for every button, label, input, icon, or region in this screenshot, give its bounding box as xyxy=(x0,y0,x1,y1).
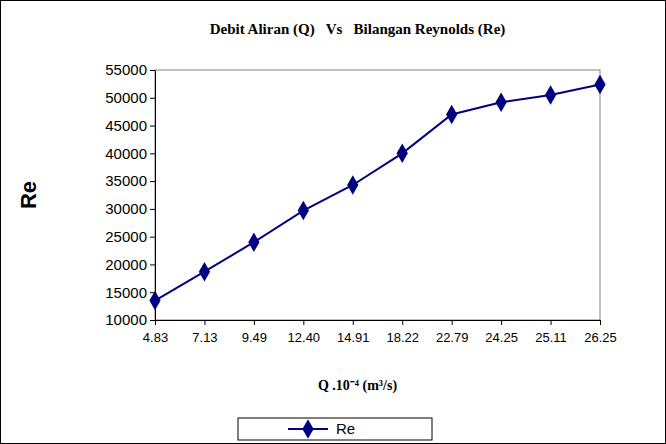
plot-marks xyxy=(149,75,605,311)
x-tick-label: 7.13 xyxy=(192,330,217,345)
y-axis-title: Re xyxy=(16,181,41,209)
y-tick-label: 30000 xyxy=(105,200,147,217)
legend-marker xyxy=(302,419,313,439)
x-tick: 18.22 xyxy=(386,320,419,345)
x-axis: 4.83 7.13 9.49 12.40 14.91 18.22 22.79 24.25 25.… xyxy=(143,320,617,345)
chart-frame xyxy=(1,1,666,444)
x-tick-label: 4.83 xyxy=(143,330,168,345)
series-line xyxy=(155,84,600,300)
x-axis-line xyxy=(156,320,601,321)
x-tick-mark xyxy=(452,320,453,325)
x-tick: 24.25 xyxy=(485,320,518,345)
y-tick-label: 40000 xyxy=(105,145,147,162)
x-axis-title: Q .10⁻⁴ (m³/s) xyxy=(318,378,397,394)
x-tick-mark xyxy=(551,320,552,325)
x-tick: 12.40 xyxy=(288,320,321,345)
x-tick: 9.49 xyxy=(242,320,267,345)
x-tick-mark xyxy=(254,320,255,325)
y-tick-mark xyxy=(150,264,155,265)
y-tick: 40000 xyxy=(105,145,155,162)
y-tick-label: 20000 xyxy=(105,256,147,273)
y-axis: 10000 15000 20000 25000 30000 35000 40000 45000… xyxy=(105,61,155,328)
y-tick-mark xyxy=(150,153,155,154)
x-tick-label: 12.40 xyxy=(288,330,321,345)
series-marker xyxy=(149,291,160,311)
x-tick-mark xyxy=(303,320,304,325)
series-marker xyxy=(495,92,506,112)
series-marker xyxy=(347,175,358,195)
y-tick-mark xyxy=(150,237,155,238)
legend-label: Re xyxy=(336,420,355,437)
y-axis-line xyxy=(155,71,156,321)
x-tick: 14.91 xyxy=(337,320,370,345)
chart: Debit Aliran (Q) Vs Bilangan Reynolds (R… xyxy=(0,0,666,444)
y-tick-mark xyxy=(150,98,155,99)
series-marker xyxy=(397,144,408,164)
y-tick-label: 10000 xyxy=(105,311,147,328)
x-tick: 7.13 xyxy=(192,320,217,345)
series-marker xyxy=(446,105,457,125)
y-tick: 15000 xyxy=(105,284,155,301)
plot-frame xyxy=(155,70,600,320)
y-tick: 30000 xyxy=(105,200,155,217)
y-tick-label: 35000 xyxy=(105,172,147,189)
y-tick-label: 55000 xyxy=(105,61,147,78)
legend: Re xyxy=(238,418,432,440)
series-marker xyxy=(298,201,309,221)
series-marker xyxy=(545,85,556,105)
x-tick-mark xyxy=(600,320,601,325)
x-tick: 25.11 xyxy=(535,320,567,345)
x-tick-label: 25.11 xyxy=(535,330,567,345)
x-tick-mark xyxy=(402,320,403,325)
y-tick: 10000 xyxy=(105,311,155,328)
y-tick: 50000 xyxy=(105,89,155,106)
y-tick: 25000 xyxy=(105,228,155,245)
y-tick-mark xyxy=(150,320,155,321)
y-tick-mark xyxy=(150,209,155,210)
x-tick-mark xyxy=(204,320,205,325)
x-tick: 22.79 xyxy=(436,320,469,345)
legend-frame xyxy=(238,418,432,440)
y-tick-label: 50000 xyxy=(105,89,147,106)
x-tick-label: 22.79 xyxy=(436,330,469,345)
series-marker xyxy=(248,232,259,252)
x-tick-label: 24.25 xyxy=(485,330,518,345)
title: Debit Aliran (Q) Vs Bilangan Reynolds (R… xyxy=(210,21,506,38)
y-tick: 35000 xyxy=(105,172,155,189)
y-tick: 55000 xyxy=(105,61,155,78)
x-tick-mark xyxy=(501,320,502,325)
y-tick-label: 45000 xyxy=(105,117,147,134)
y-tick: 20000 xyxy=(105,256,155,273)
series-marker xyxy=(594,75,605,95)
y-tick-label: 15000 xyxy=(105,284,147,301)
x-tick-label: 26.25 xyxy=(584,330,617,345)
y-tick-label: 25000 xyxy=(105,228,147,245)
y-tick-mark xyxy=(150,181,155,182)
x-tick-label: 9.49 xyxy=(242,330,267,345)
x-tick: 26.25 xyxy=(584,320,617,345)
x-tick-label: 18.22 xyxy=(386,330,419,345)
x-tick-label: 14.91 xyxy=(337,330,370,345)
y-tick-mark xyxy=(150,70,155,71)
y-tick: 45000 xyxy=(105,117,155,134)
x-tick-mark xyxy=(155,320,156,325)
x-tick: 4.83 xyxy=(143,320,168,345)
y-tick-mark xyxy=(150,126,155,127)
series-marker xyxy=(199,262,210,282)
x-tick-mark xyxy=(353,320,354,325)
